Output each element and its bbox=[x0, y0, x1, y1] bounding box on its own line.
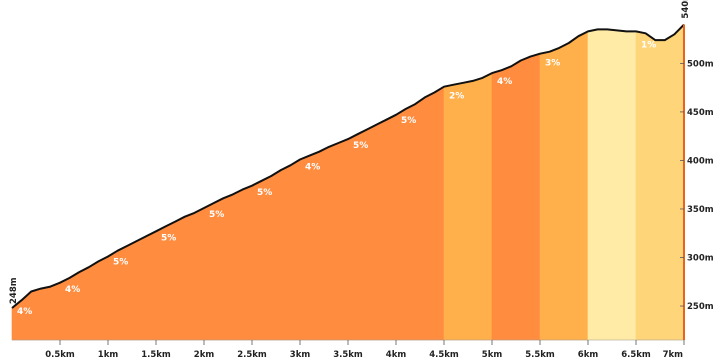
y-tick-label: 500m bbox=[687, 59, 714, 69]
elevation-line bbox=[11, 23, 685, 309]
grade-label: 4% bbox=[305, 163, 320, 173]
grade-label: 4% bbox=[17, 307, 32, 317]
grade-label: 5% bbox=[161, 233, 176, 243]
y-tick-label: 250m bbox=[687, 302, 714, 312]
x-tick-label: 7km bbox=[663, 350, 684, 360]
start-elevation-label: 248m bbox=[9, 277, 19, 304]
x-tick-label: 3.5km bbox=[333, 350, 363, 360]
grade-segment-13 bbox=[635, 23, 685, 341]
x-tick-label: 4.5km bbox=[429, 350, 459, 360]
grade-label: 5% bbox=[353, 141, 368, 151]
grade-segment-5 bbox=[251, 158, 301, 341]
grade-label: 3% bbox=[545, 59, 560, 69]
grade-segment-11 bbox=[539, 30, 589, 341]
grade-segments bbox=[11, 23, 685, 341]
x-tick-label: 3km bbox=[290, 350, 311, 360]
x-tick-label: 5km bbox=[482, 350, 503, 360]
x-tick-label: 4km bbox=[386, 350, 407, 360]
grade-segment-2 bbox=[107, 230, 157, 341]
x-axis: 0.5km 1km 1.5km 2km 2.5km 3km 3.5km 4km 4.5km 5km… bbox=[12, 339, 685, 360]
x-tick-label: 6km bbox=[578, 350, 599, 360]
y-tick-label: 300m bbox=[687, 254, 714, 264]
y-tick-label: 450m bbox=[687, 108, 714, 118]
grade-label: 4% bbox=[497, 77, 512, 87]
grade-segment-12 bbox=[587, 29, 637, 341]
grade-label: 1% bbox=[641, 40, 656, 50]
grade-segment-4 bbox=[203, 185, 253, 341]
grade-label: 2% bbox=[449, 92, 464, 102]
y-tick-label: 400m bbox=[687, 156, 714, 166]
grade-segment-10 bbox=[491, 53, 541, 341]
grade-label: 5% bbox=[209, 210, 224, 220]
x-tick-label: 0.5km bbox=[45, 350, 75, 360]
x-tick-label: 1km bbox=[98, 350, 119, 360]
x-tick-label: 2.5km bbox=[237, 350, 267, 360]
y-axis: 250m 300m 350m 400m 450m 500m bbox=[680, 24, 714, 340]
grade-segment-9 bbox=[443, 72, 493, 341]
grade-labels: 4% 4% 5% 5% 5% 5% 4% 5% 5% 2% 4% 3% 1% bbox=[17, 40, 656, 317]
grade-label: 5% bbox=[401, 116, 416, 126]
y-tick-label: 350m bbox=[687, 205, 714, 215]
x-tick-label: 1.5km bbox=[141, 350, 171, 360]
profile-outline bbox=[11, 23, 685, 309]
elevation-labels: 248m 540m bbox=[9, 0, 691, 304]
x-tick-label: 2km bbox=[194, 350, 215, 360]
grade-label: 4% bbox=[65, 285, 80, 295]
end-elevation-label: 540m bbox=[681, 0, 691, 19]
x-tick-label: 5.5km bbox=[525, 350, 555, 360]
grade-label: 5% bbox=[113, 258, 128, 268]
x-tick-label: 6.5km bbox=[621, 350, 651, 360]
grade-label: 5% bbox=[257, 188, 272, 198]
